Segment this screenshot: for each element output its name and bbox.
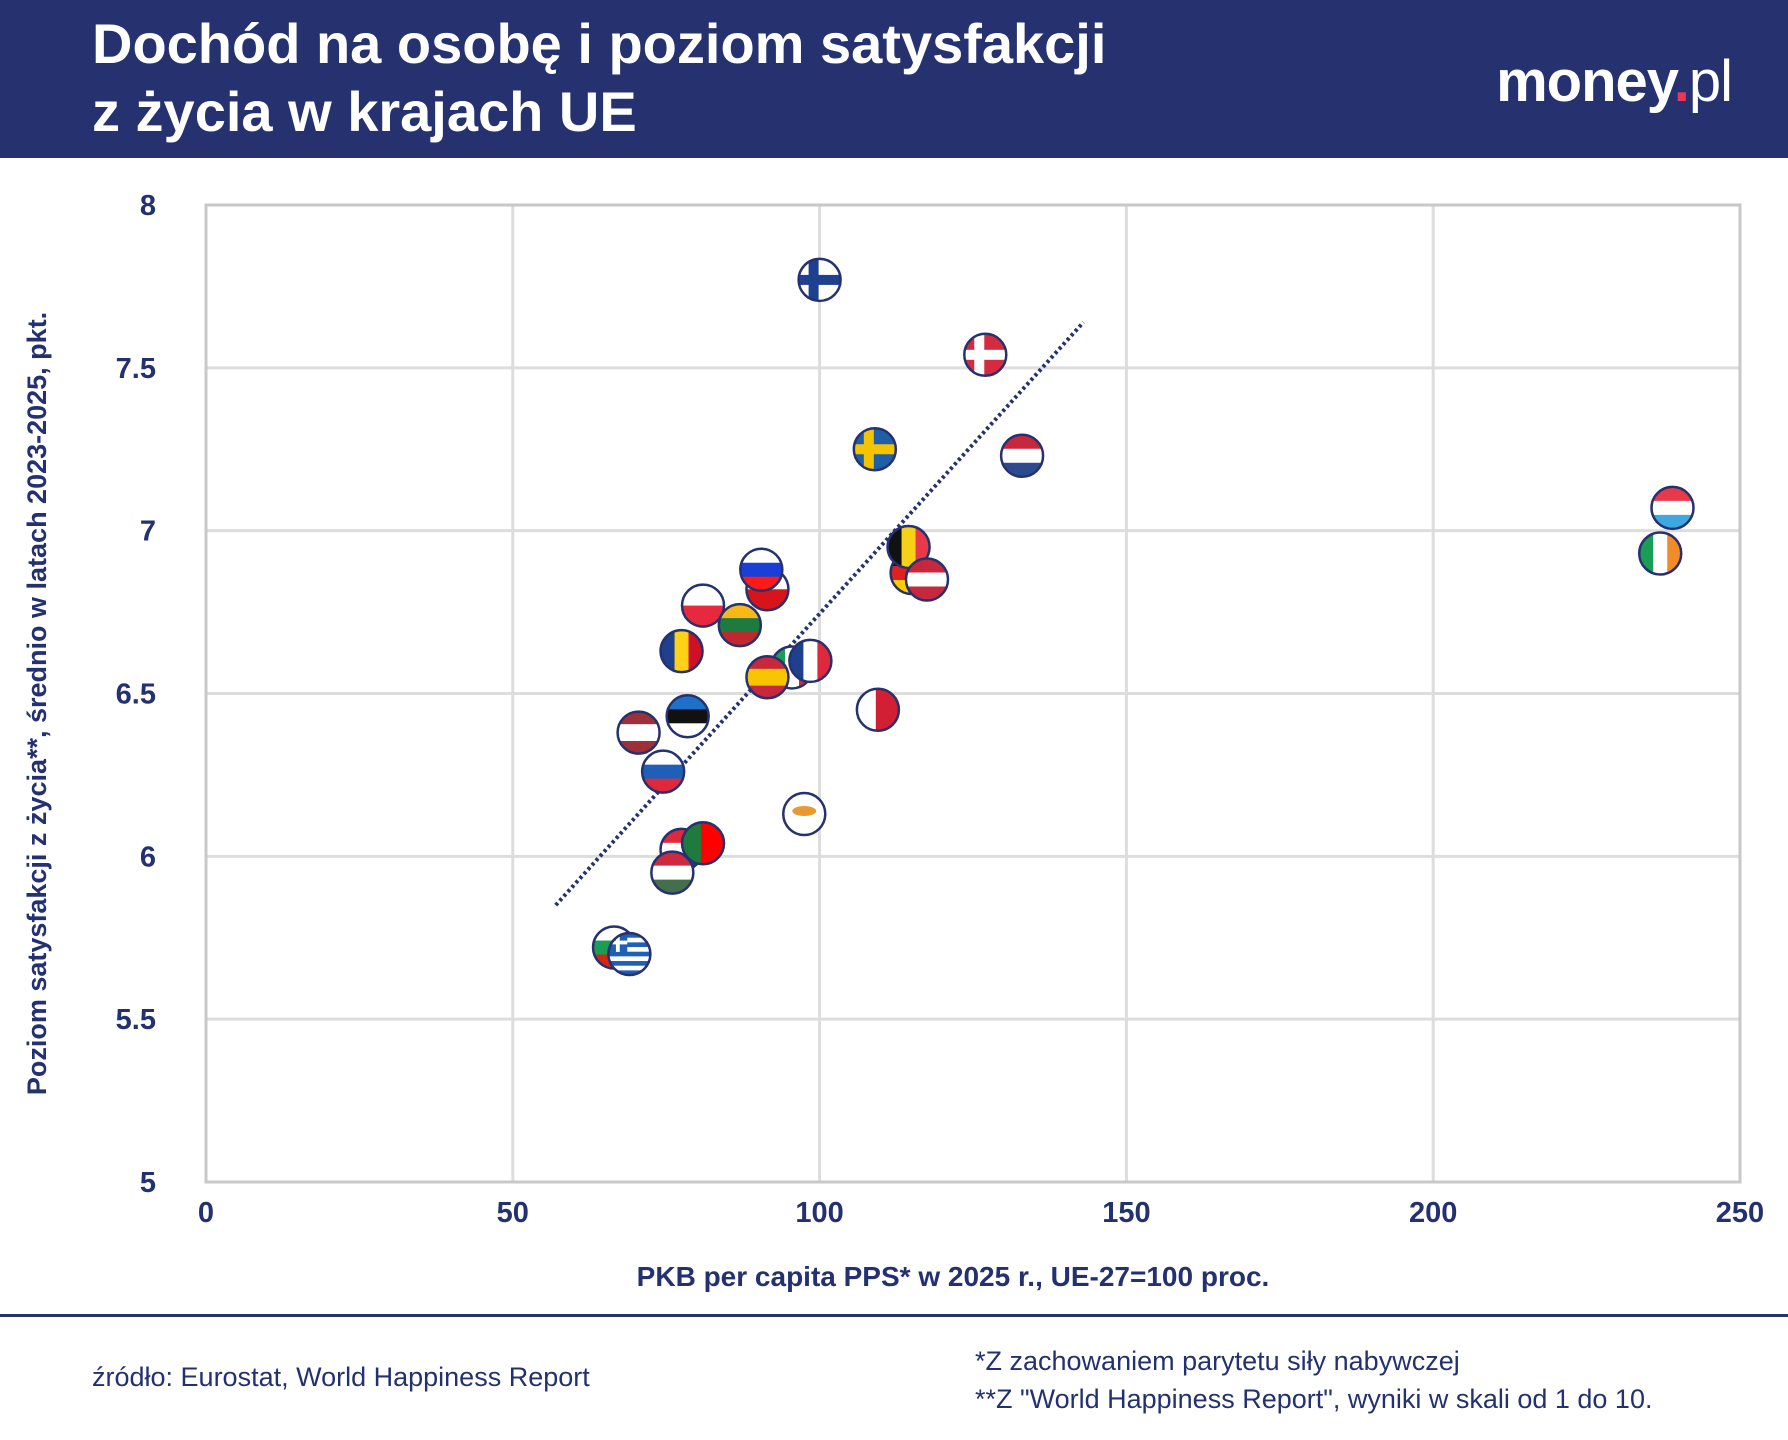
flag-marker-dk xyxy=(963,332,1008,378)
y-tick-label: 7 xyxy=(140,516,156,548)
y-axis-label: Poziom satysfakcji z życia**, średnio w … xyxy=(22,312,52,1095)
source-text: źródło: Eurostat, World Happiness Report xyxy=(92,1362,590,1392)
footnotes: *Z zachowaniem parytetu siły nabywczej *… xyxy=(975,1342,1652,1418)
flag-marker-ie xyxy=(1637,531,1683,576)
flag-marker-fr xyxy=(788,638,833,684)
x-tick-label: 0 xyxy=(198,1197,214,1229)
flag-marker-be xyxy=(886,524,931,570)
plot-frame xyxy=(204,203,1742,1184)
title-line-1: Dochód na osobę i poziom satysfakcji xyxy=(92,12,1107,75)
y-tick-label: 5.5 xyxy=(116,1004,156,1036)
flag-marker-es xyxy=(745,654,790,700)
header: Dochód na osobę i poziom satysfakcji z ż… xyxy=(0,0,1788,158)
y-tick-label: 5 xyxy=(140,1167,156,1199)
flag-marker-ro xyxy=(659,628,704,674)
flag-marker-fi xyxy=(797,257,842,303)
x-tick-label: 150 xyxy=(1102,1197,1150,1229)
flag-marker-sk xyxy=(640,749,686,794)
flag-marker-lv xyxy=(616,710,661,755)
footer-divider xyxy=(0,1314,1788,1317)
y-tick-label: 6 xyxy=(140,841,156,873)
x-tick-label: 50 xyxy=(497,1197,529,1229)
x-tick-label: 200 xyxy=(1409,1197,1457,1229)
x-tick-label: 100 xyxy=(795,1197,843,1229)
flag-marker-lu xyxy=(1650,485,1695,531)
flag-marker-cy xyxy=(782,791,827,837)
flag-marker-pl xyxy=(680,583,726,628)
flag-marker-lt xyxy=(717,602,763,648)
x-axis-label: PKB per capita PPS* w 2025 r., UE-27=100… xyxy=(637,1261,1270,1292)
flag-marker-ee xyxy=(665,694,710,739)
y-tick-label: 8 xyxy=(140,190,156,222)
scatter-chart: 0 50 100 150 200 250 5 5.5 6 6.5 7 7.5 8 PKB per capi… xyxy=(22,190,1764,1292)
footnote-1: *Z zachowaniem parytetu siły nabywczej xyxy=(975,1346,1460,1376)
flag-marker-at xyxy=(904,557,950,602)
flag-marker-si xyxy=(739,547,784,592)
flag-marker-mt xyxy=(855,687,901,733)
x-tick-label: 250 xyxy=(1716,1197,1764,1229)
flag-marker-pt xyxy=(680,821,726,866)
y-tick-label: 7.5 xyxy=(116,353,156,385)
flag-marker-gr xyxy=(607,931,652,977)
flag-marker-se xyxy=(852,427,898,472)
y-tick-label: 6.5 xyxy=(116,679,156,711)
trend-line xyxy=(554,320,1085,907)
footnote-2: **Z "World Happiness Report", wyniki w s… xyxy=(975,1384,1653,1414)
money-pl-logo: money.pl xyxy=(1496,49,1733,114)
chart-title: Dochód na osobę i poziom satysfakcji z ż… xyxy=(92,10,1106,146)
flag-marker-nl xyxy=(999,433,1045,479)
title-line-2: z życia w krajach UE xyxy=(92,80,637,143)
flag-marker-hu xyxy=(650,850,695,895)
